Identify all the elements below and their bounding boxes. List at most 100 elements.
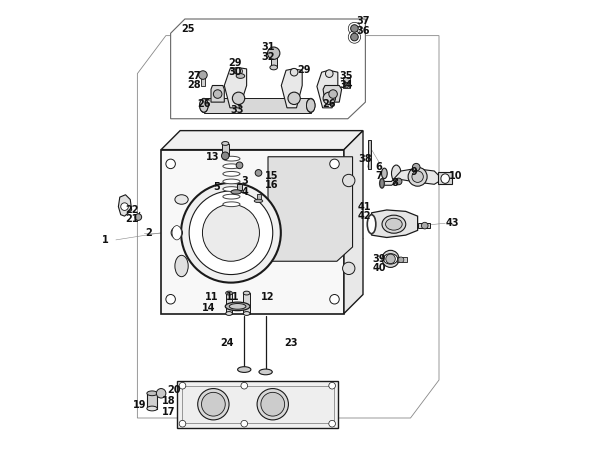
Ellipse shape: [172, 226, 182, 240]
Ellipse shape: [384, 254, 398, 264]
Polygon shape: [161, 131, 363, 150]
Circle shape: [408, 167, 427, 186]
Circle shape: [351, 33, 358, 41]
Ellipse shape: [244, 312, 250, 315]
Ellipse shape: [223, 202, 240, 207]
Circle shape: [288, 92, 300, 104]
Ellipse shape: [382, 215, 406, 233]
Text: 4: 4: [242, 187, 248, 197]
Ellipse shape: [222, 142, 229, 145]
Text: 3: 3: [242, 175, 248, 186]
Circle shape: [255, 170, 262, 176]
Bar: [343, 77, 350, 82]
Polygon shape: [161, 150, 344, 314]
Ellipse shape: [270, 65, 277, 70]
Circle shape: [344, 83, 349, 88]
Text: 6: 6: [375, 162, 382, 172]
Circle shape: [121, 203, 129, 210]
Ellipse shape: [244, 291, 250, 295]
Circle shape: [198, 389, 229, 420]
Bar: [256, 194, 261, 200]
Text: 18: 18: [162, 396, 176, 407]
Circle shape: [382, 250, 399, 267]
Circle shape: [241, 420, 248, 427]
Circle shape: [398, 257, 404, 263]
Text: 17: 17: [162, 407, 176, 417]
Circle shape: [233, 92, 245, 104]
Text: 19: 19: [133, 399, 147, 410]
Ellipse shape: [223, 179, 240, 184]
Text: 8: 8: [392, 178, 398, 189]
Ellipse shape: [200, 98, 208, 113]
Circle shape: [330, 294, 339, 304]
Bar: [204, 98, 311, 113]
Bar: [271, 53, 277, 67]
Bar: [147, 393, 157, 408]
Text: 11: 11: [226, 292, 239, 302]
Ellipse shape: [379, 179, 384, 188]
Text: 9: 9: [411, 167, 417, 177]
Text: 21: 21: [125, 214, 139, 225]
Circle shape: [199, 71, 207, 79]
Circle shape: [222, 152, 229, 160]
Ellipse shape: [254, 200, 263, 203]
Text: 24: 24: [220, 338, 234, 348]
Ellipse shape: [226, 312, 233, 315]
Bar: [226, 293, 233, 314]
Text: 30: 30: [228, 67, 242, 77]
Circle shape: [348, 22, 360, 35]
Circle shape: [330, 159, 339, 169]
Circle shape: [241, 382, 248, 389]
Text: 29: 29: [228, 57, 242, 68]
Ellipse shape: [175, 195, 188, 204]
Polygon shape: [118, 195, 132, 216]
Circle shape: [267, 47, 280, 59]
Circle shape: [326, 70, 333, 77]
Circle shape: [348, 31, 360, 43]
Text: 14: 14: [202, 303, 216, 313]
Text: 23: 23: [285, 338, 298, 348]
Circle shape: [236, 162, 243, 169]
Circle shape: [351, 25, 358, 32]
Text: 39: 39: [372, 254, 386, 264]
Circle shape: [235, 67, 242, 75]
Polygon shape: [282, 69, 302, 108]
Circle shape: [329, 90, 337, 98]
Circle shape: [257, 389, 288, 420]
Ellipse shape: [236, 74, 245, 78]
Polygon shape: [371, 210, 417, 238]
Circle shape: [395, 178, 402, 185]
Ellipse shape: [175, 256, 188, 276]
Ellipse shape: [441, 174, 449, 183]
Circle shape: [343, 174, 355, 187]
Text: 34: 34: [339, 80, 353, 91]
Text: 42: 42: [358, 211, 371, 221]
Bar: [237, 184, 242, 190]
Ellipse shape: [223, 194, 240, 199]
Text: 16: 16: [264, 180, 278, 190]
Circle shape: [203, 204, 259, 261]
Text: 32: 32: [261, 52, 275, 62]
Ellipse shape: [226, 291, 233, 295]
Text: 7: 7: [375, 171, 382, 181]
Circle shape: [201, 392, 225, 416]
Ellipse shape: [259, 369, 272, 375]
Bar: [438, 172, 452, 184]
Text: 37: 37: [357, 16, 370, 27]
Text: 27: 27: [187, 71, 201, 81]
Ellipse shape: [223, 164, 240, 169]
Bar: [182, 386, 334, 423]
Ellipse shape: [231, 190, 241, 194]
Ellipse shape: [386, 218, 402, 230]
Text: 12: 12: [261, 292, 274, 302]
Ellipse shape: [307, 99, 315, 112]
Text: 10: 10: [449, 171, 462, 181]
Polygon shape: [171, 19, 365, 119]
Circle shape: [412, 171, 424, 182]
Text: 43: 43: [445, 218, 458, 228]
Bar: [201, 77, 205, 86]
Ellipse shape: [367, 215, 376, 234]
Bar: [222, 144, 229, 156]
Circle shape: [157, 389, 166, 398]
Polygon shape: [382, 169, 439, 185]
